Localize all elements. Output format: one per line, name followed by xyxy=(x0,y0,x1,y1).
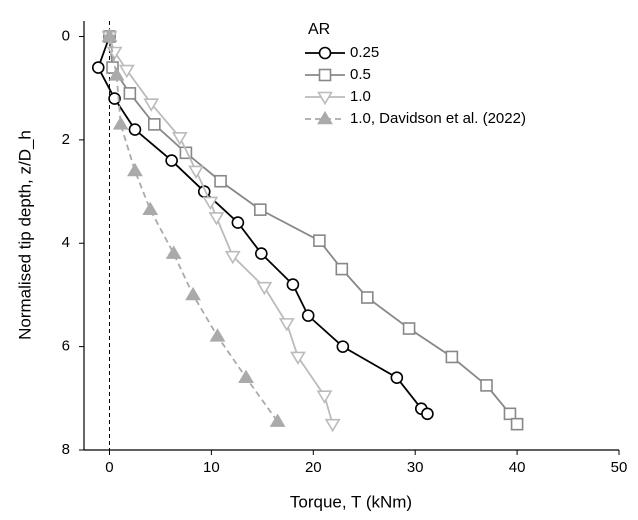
data-point xyxy=(390,371,404,384)
y-axis-label: Normalised tip depth, z/D_h xyxy=(15,130,34,340)
series-line xyxy=(108,36,518,425)
data-point xyxy=(127,162,143,177)
legend-label: 1.0 xyxy=(350,88,371,105)
data-point xyxy=(503,407,517,421)
data-point xyxy=(214,174,227,188)
data-point xyxy=(255,247,268,260)
data-point xyxy=(202,196,219,210)
data-point xyxy=(316,390,333,404)
data-point xyxy=(179,146,193,160)
data-point xyxy=(112,116,129,130)
data-point xyxy=(128,123,142,136)
x-axis-label: Torque, T (kNm) xyxy=(290,492,412,511)
data-point xyxy=(91,61,105,74)
x-tick-label: 50 xyxy=(611,459,628,476)
data-point xyxy=(165,154,178,167)
legend-marker xyxy=(318,46,332,60)
data-point xyxy=(421,407,434,421)
data-point xyxy=(360,291,374,304)
data-point xyxy=(209,328,226,342)
data-point xyxy=(106,46,123,61)
x-tick-label: 30 xyxy=(407,459,424,476)
data-point xyxy=(208,212,225,226)
y-tick-label: 4 xyxy=(62,234,70,251)
data-point xyxy=(106,61,119,74)
x-tick-label: 10 xyxy=(203,459,220,476)
data-point xyxy=(108,92,121,105)
data-point xyxy=(253,203,267,216)
data-point xyxy=(238,369,254,383)
data-point xyxy=(286,278,300,291)
data-point xyxy=(336,340,350,353)
data-point xyxy=(480,379,493,392)
series-line xyxy=(108,36,334,425)
data-point xyxy=(510,417,524,431)
legend-marker xyxy=(317,110,333,125)
series-line xyxy=(108,36,279,423)
data-point xyxy=(313,234,326,247)
data-point xyxy=(118,64,135,79)
data-point xyxy=(256,281,273,296)
y-tick-label: 0 xyxy=(62,27,70,44)
data-point xyxy=(101,28,118,42)
data-point xyxy=(402,322,416,335)
data-point xyxy=(324,418,341,433)
data-point xyxy=(185,286,201,301)
legend-title: AR xyxy=(308,21,330,38)
data-point xyxy=(123,87,137,100)
data-point xyxy=(148,118,161,131)
legend-marker xyxy=(317,91,333,106)
data-point xyxy=(269,413,286,427)
data-point xyxy=(278,318,295,332)
data-point xyxy=(231,216,245,229)
data-point xyxy=(301,309,315,322)
data-point xyxy=(224,250,241,265)
series-line xyxy=(97,36,429,415)
x-tick-label: 40 xyxy=(509,459,526,476)
data-point xyxy=(335,262,349,276)
x-tick-label: 0 xyxy=(105,459,113,476)
y-tick-label: 2 xyxy=(62,131,70,148)
data-point xyxy=(171,131,188,146)
y-tick-label: 6 xyxy=(62,338,70,355)
legend-label: 0.25 xyxy=(350,44,379,61)
x-tick-label: 20 xyxy=(305,459,322,476)
data-point xyxy=(290,351,306,366)
legend-label: 1.0, Davidson et al. (2022) xyxy=(350,110,526,127)
data-point xyxy=(445,350,459,364)
y-tick-label: 8 xyxy=(62,441,70,458)
data-point xyxy=(165,245,182,259)
legend-label: 0.5 xyxy=(350,66,371,83)
data-point xyxy=(142,201,159,215)
legend-marker xyxy=(318,68,332,82)
data-point xyxy=(188,165,204,179)
data-point xyxy=(108,67,125,81)
data-point xyxy=(143,98,160,112)
